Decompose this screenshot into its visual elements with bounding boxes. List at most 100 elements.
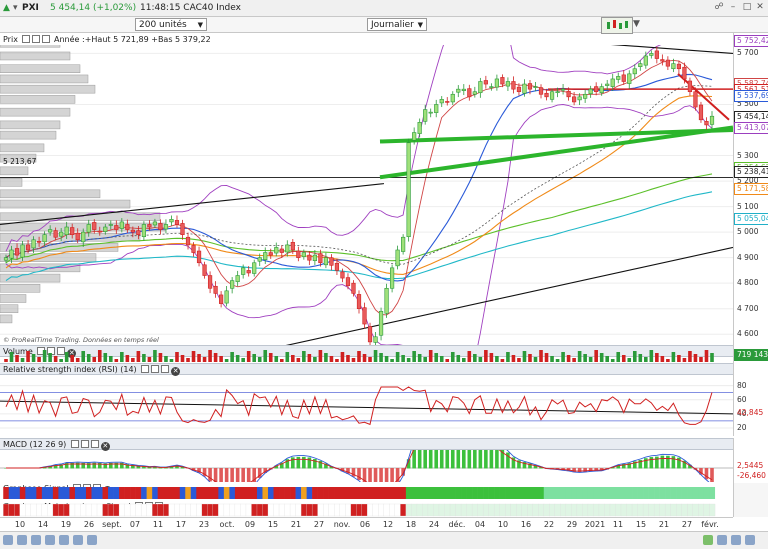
layout-icon[interactable] — [80, 440, 89, 448]
settings-icon[interactable] — [22, 35, 31, 43]
risk-cell — [218, 503, 225, 517]
minimize-icon[interactable]: – — [730, 2, 736, 12]
close-icon[interactable]: ✕ — [171, 367, 181, 376]
text-tool-icon[interactable] — [59, 535, 69, 545]
volume-bar — [671, 352, 676, 362]
close-icon[interactable]: ✕ — [67, 349, 77, 358]
signal-cell — [461, 487, 467, 499]
volume-profile-bar — [0, 107, 71, 117]
y-tick-label: 5 700 — [737, 48, 759, 58]
refresh-icon[interactable] — [703, 535, 713, 545]
y-tick-label: 5 200 — [737, 176, 759, 186]
volume-bar — [710, 353, 714, 362]
settings-icon[interactable] — [70, 440, 79, 448]
signal-cell — [58, 487, 65, 499]
fibonacci-tool-icon[interactable] — [87, 535, 97, 545]
macd-histogram-bar — [241, 468, 245, 482]
close-icon[interactable]: ✕ — [756, 2, 764, 12]
risk-cell — [477, 503, 484, 517]
volume-chart[interactable] — [0, 347, 733, 362]
line-tool-icon[interactable] — [45, 535, 55, 545]
volume-bar — [186, 358, 190, 362]
risk-cell — [582, 503, 589, 517]
candle-body — [86, 224, 91, 233]
arrow-tool-icon[interactable] — [73, 535, 83, 545]
volume-bar — [48, 353, 52, 362]
signal-cell — [245, 487, 252, 499]
period-select[interactable]: Journalier ▼ — [367, 18, 427, 31]
price-tag: 5 171,58 — [734, 183, 768, 196]
macd-histogram-bar — [307, 457, 312, 469]
macd-line — [6, 450, 710, 482]
fit-icon[interactable] — [745, 535, 755, 545]
candle-body — [53, 230, 58, 238]
volume-profile-bar — [0, 45, 61, 48]
volume-profile-bar — [0, 212, 161, 222]
candle-body — [114, 225, 119, 230]
macd-chart[interactable] — [0, 450, 733, 482]
candle-body — [434, 104, 439, 113]
macd-histogram-bar — [42, 466, 47, 469]
candle-body — [290, 242, 295, 251]
x-tick-label: 11 — [612, 520, 624, 529]
window-icon[interactable] — [161, 365, 170, 373]
chart-type-icon[interactable] — [601, 17, 633, 34]
macd-histogram-bar — [263, 468, 268, 474]
price-chart[interactable] — [0, 45, 733, 345]
risk-cell — [278, 503, 285, 517]
volume-bar — [517, 358, 521, 362]
risk-cell — [306, 503, 313, 517]
layout-icon[interactable] — [151, 365, 160, 373]
risk-cell — [576, 503, 583, 517]
settings-icon[interactable] — [141, 365, 150, 373]
candle-body — [323, 257, 329, 266]
candle-body — [511, 81, 516, 90]
candles-glyph-icon — [607, 20, 628, 29]
close-icon[interactable]: ✕ — [100, 442, 110, 451]
window-icon[interactable] — [42, 35, 51, 43]
ma-dotted-line — [5, 85, 713, 265]
zoom-out-icon[interactable] — [731, 535, 741, 545]
candle-body — [362, 307, 367, 325]
zoom-tool-icon[interactable] — [17, 535, 27, 545]
candle-body — [268, 252, 273, 256]
volume-bar — [500, 359, 505, 362]
volume-bar — [285, 352, 290, 362]
x-tick-label: 12 — [382, 520, 394, 529]
risk-cell — [471, 503, 479, 517]
signal-cell — [455, 487, 462, 499]
window-icon[interactable] — [90, 440, 99, 448]
risk-cell — [179, 503, 186, 517]
volume-bar — [666, 359, 670, 362]
risk-cell — [571, 503, 578, 517]
window-icon[interactable] — [57, 347, 66, 355]
chevron-down-icon[interactable]: ▼ — [633, 19, 640, 29]
volume-profile-bar — [0, 253, 97, 262]
dropdown-icon[interactable]: ▾ — [13, 3, 18, 13]
volume-bar — [655, 353, 659, 362]
candle-body — [235, 275, 240, 282]
risk-cell — [411, 503, 418, 517]
risk-cell — [455, 503, 462, 517]
volume-bar — [506, 352, 510, 362]
rsi-chart[interactable] — [0, 375, 733, 435]
volume-bar — [136, 351, 141, 362]
candle-body — [279, 248, 284, 253]
candle-body — [312, 254, 317, 262]
risk-cell — [14, 503, 21, 517]
zoom-in-icon[interactable] — [717, 535, 727, 545]
risk-cell — [107, 503, 115, 517]
draw-tool-icon[interactable] — [31, 535, 41, 545]
link-icon[interactable]: ☍ — [714, 2, 724, 12]
volume-bar — [638, 354, 643, 362]
signal-cell — [505, 487, 511, 499]
candle-body — [158, 223, 163, 230]
macd-histogram-bar — [406, 459, 411, 469]
candle-body — [340, 271, 345, 279]
units-select[interactable]: 200 unités ▼ — [135, 18, 207, 31]
price-tag: 5 752,42 — [734, 35, 768, 48]
maximize-icon[interactable]: □ — [742, 2, 752, 12]
x-tick-label: 23 — [198, 520, 210, 529]
layout-icon[interactable] — [32, 35, 41, 43]
cursor-tool-icon[interactable] — [3, 535, 13, 545]
